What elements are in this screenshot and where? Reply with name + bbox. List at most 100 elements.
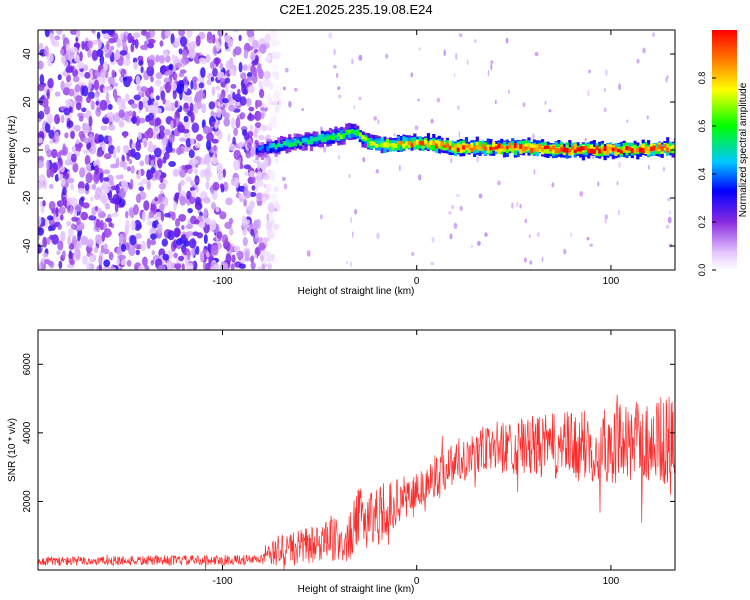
spectrogram-noise-cell xyxy=(269,224,273,230)
spectrogram-noise-cell xyxy=(221,98,230,104)
spectrogram-signal-cell xyxy=(470,143,474,152)
spectrogram-noise-cell xyxy=(238,185,246,192)
spectrogram-noise-cell xyxy=(618,161,621,168)
spectrogram-noise-cell xyxy=(258,242,266,251)
spectrogram-noise-cell xyxy=(255,171,263,183)
spectrogram-noise-cell xyxy=(209,61,215,70)
spectrogram-signal-cell xyxy=(288,142,292,148)
spectrogram-signal-cell xyxy=(415,140,420,150)
spectrogram-noise-cell xyxy=(353,105,356,110)
spectrogram-noise-cell xyxy=(107,135,112,143)
spectrogram-noise-cell xyxy=(210,244,219,256)
spectrogram-noise-cell xyxy=(196,101,203,110)
spectrogram-noise-cell xyxy=(164,129,171,136)
spectrogram-noise-cell xyxy=(146,65,155,77)
spectrogram-noise-cell xyxy=(212,112,219,118)
spectrogram-noise-cell xyxy=(84,182,90,191)
spectrogram-noise-cell xyxy=(224,221,232,229)
spectrogram-noise-cell xyxy=(548,109,552,113)
spectrogram-signal-cell xyxy=(668,146,672,151)
spectrogram-noise-cell xyxy=(211,157,219,165)
spectrogram-noise-cell xyxy=(60,214,64,221)
spectrogram-noise-cell xyxy=(215,85,221,91)
spectrogram-noise-cell xyxy=(249,192,257,197)
spectrogram-noise-cell xyxy=(228,143,236,152)
spectrogram-noise-cell xyxy=(159,40,164,47)
spectrogram-noise-cell xyxy=(244,171,249,177)
spectrogram-signal-cell xyxy=(258,146,262,151)
spectrogram-noise-cell xyxy=(335,72,339,79)
spectrogram-noise-cell xyxy=(51,208,55,214)
spectrogram-noise-cell xyxy=(346,261,349,264)
spectrogram-noise-cell xyxy=(188,50,196,59)
spectrogram-signal-cell xyxy=(282,142,286,149)
spectrogram-signal-cell xyxy=(358,132,362,137)
spectrogram-signal-cell xyxy=(595,145,599,151)
spectrogram-noise-cell xyxy=(240,72,247,80)
spectrogram-noise-cell xyxy=(99,219,104,231)
spectrogram-noise-cell xyxy=(118,254,126,260)
spectrogram-signal-cell xyxy=(399,141,403,146)
spectrogram-noise-cell xyxy=(174,100,179,108)
spectrogram-noise-cell xyxy=(160,211,165,222)
spectrogram-noise-cell xyxy=(212,181,220,191)
spectrogram-noise-cell xyxy=(217,170,224,181)
spectrogram-noise-cell xyxy=(212,263,220,270)
spectrogram-signal-cell xyxy=(530,143,534,151)
spectrogram-signal-cell xyxy=(660,146,664,152)
spectrogram-noise-cell xyxy=(138,168,142,180)
spectrogram-noise-cell xyxy=(54,114,60,125)
spectrogram-noise-cell xyxy=(443,49,446,57)
spectrogram-noise-cell xyxy=(107,228,111,237)
snr-x-tick-label: -100 xyxy=(212,576,232,587)
spectrogram-noise-cell xyxy=(250,51,256,61)
spectrogram-noise-cell xyxy=(141,178,149,185)
figure-title: C2E1.2025.235.19.08.E24 xyxy=(279,2,432,17)
spectrogram-noise-cell xyxy=(38,227,45,236)
spectrogram-noise-cell xyxy=(110,163,118,169)
spectrogram-signal-cell xyxy=(478,146,482,151)
spectrogram-noise-cell xyxy=(92,39,98,45)
spectrogram-noise-cell xyxy=(228,227,234,236)
spectrogram-noise-cell xyxy=(217,72,221,80)
spectrogram-noise-cell xyxy=(147,127,154,139)
spectrogram-noise-cell xyxy=(179,137,186,142)
spectrogram-noise-cell xyxy=(81,107,87,113)
spectrogram-signal-cell xyxy=(633,149,637,153)
spectrogram-noise-cell xyxy=(130,116,138,123)
spectrogram-noise-cell xyxy=(219,211,227,220)
spectrogram-signal-cell xyxy=(516,145,520,149)
spectrogram-noise-cell xyxy=(194,91,203,103)
spectrogram-noise-cell xyxy=(203,197,211,204)
spectrogram-noise-cell xyxy=(173,195,178,202)
spectrogram-noise-cell xyxy=(259,88,265,99)
spectrogram-noise-cell xyxy=(245,206,252,211)
spectrogram-noise-cell xyxy=(98,39,103,49)
spectrogram-signal-cell xyxy=(429,141,433,150)
spectrogram-signal-cell xyxy=(671,144,675,149)
spectrogram-noise-cell xyxy=(54,131,60,143)
spectrogram-noise-cell xyxy=(269,82,274,90)
spectrogram-signal-cell xyxy=(339,130,343,138)
spectrogram-noise-cell xyxy=(120,32,124,41)
spectrogram-noise-cell xyxy=(153,147,162,158)
spectrogram-noise-cell xyxy=(449,233,453,240)
spectrogram-noise-cell xyxy=(667,216,672,224)
spectrogram-noise-cell xyxy=(180,179,185,186)
spectrogram-noise-cell xyxy=(142,211,146,222)
spectrogram-noise-cell xyxy=(385,53,389,59)
spectrogram-noise-cell xyxy=(232,136,236,147)
spectrogram-noise-cell xyxy=(164,30,172,37)
spectrogram-signal-cell xyxy=(415,140,420,145)
spectrogram-noise-cell xyxy=(373,116,378,121)
spectrogram-noise-cell xyxy=(125,52,130,61)
spectrogram-noise-cell xyxy=(587,90,590,97)
spectrogram-noise-cell xyxy=(273,91,281,103)
spectrogram-noise-cell xyxy=(99,54,105,66)
spectrogram-noise-cell xyxy=(42,252,49,258)
spectrogram-noise-cell xyxy=(143,140,148,148)
spectrogram-noise-cell xyxy=(588,69,592,74)
spectrogram-noise-cell xyxy=(118,233,124,244)
spectrogram-noise-cell xyxy=(234,93,242,103)
spectrogram-noise-cell xyxy=(94,133,100,144)
